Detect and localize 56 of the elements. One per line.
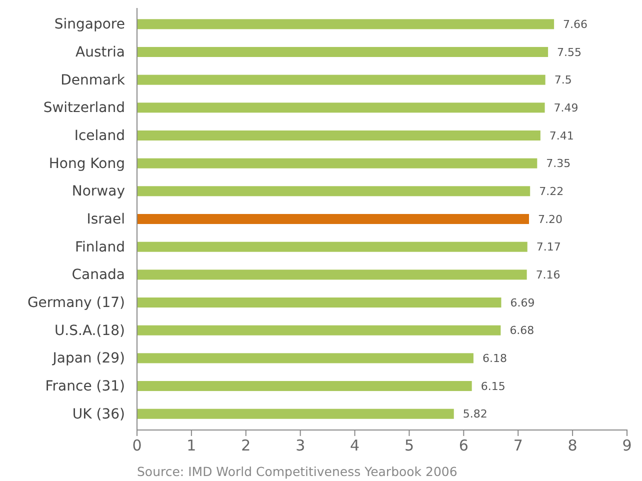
bar — [137, 381, 472, 392]
bar — [137, 408, 454, 419]
data-label: 7.41 — [549, 129, 574, 142]
x-tick-label: 9 — [622, 436, 632, 455]
bar — [137, 130, 540, 140]
y-tick-label: Iceland — [74, 128, 125, 144]
data-label: 7.49 — [554, 102, 578, 115]
x-tick-label: 3 — [296, 436, 306, 455]
y-tick-label: Japan (29) — [52, 350, 125, 367]
y-tick-label: U.S.A.(18) — [54, 322, 125, 339]
y-tick-label: Austria — [76, 44, 125, 60]
data-label: 7.55 — [557, 46, 582, 59]
bar — [137, 102, 545, 113]
y-tick-label: Canada — [72, 267, 125, 284]
y-tick-label: Switzerland — [43, 100, 125, 116]
bar — [137, 158, 538, 168]
y-tick-label: Singapore — [54, 16, 125, 33]
data-label: 7.17 — [536, 240, 561, 254]
x-tick-label: 6 — [458, 436, 468, 455]
bar — [137, 353, 474, 364]
x-tick-label: 4 — [350, 436, 360, 455]
bar — [137, 298, 502, 308]
bar — [137, 46, 548, 57]
data-label: 7.22 — [539, 185, 564, 198]
y-tick-label: Denmark — [60, 72, 126, 88]
y-tick-label: UK (36) — [72, 406, 125, 422]
data-label: 7.16 — [536, 268, 560, 282]
x-tick-label: 5 — [404, 436, 414, 455]
x-tick-label: 0 — [132, 436, 142, 455]
data-label: 6.18 — [482, 352, 507, 366]
data-label: 7.66 — [563, 18, 588, 31]
data-label: 5.82 — [462, 408, 488, 421]
y-tick-label: Hong Kong — [48, 156, 125, 172]
bar — [137, 186, 530, 196]
source-note: Source: IMD World Competitiveness Yearbook 2006 — [137, 464, 458, 479]
y-tick-label: Norway — [72, 184, 125, 200]
y-tick-label: Germany (17) — [27, 294, 125, 311]
data-label: 6.68 — [510, 324, 534, 338]
x-tick-label: 2 — [241, 436, 251, 455]
y-tick-label: France (31) — [45, 378, 125, 394]
bar — [137, 242, 528, 252]
bar — [137, 270, 527, 280]
x-tick-label: 8 — [568, 436, 578, 455]
bar — [137, 19, 554, 30]
data-label: 7.35 — [546, 157, 571, 170]
data-label: 7.20 — [538, 212, 562, 226]
bar — [137, 325, 501, 336]
x-tick-label: 7 — [513, 436, 523, 455]
y-tick-label: Israel — [86, 211, 125, 228]
data-label: 6.15 — [480, 380, 506, 393]
x-tick-label: 1 — [186, 436, 196, 455]
y-tick-label: Finland — [74, 239, 125, 256]
data-label: 7.5 — [554, 74, 572, 87]
bar — [137, 214, 529, 224]
bar — [137, 74, 546, 85]
data-label: 6.69 — [510, 296, 535, 310]
